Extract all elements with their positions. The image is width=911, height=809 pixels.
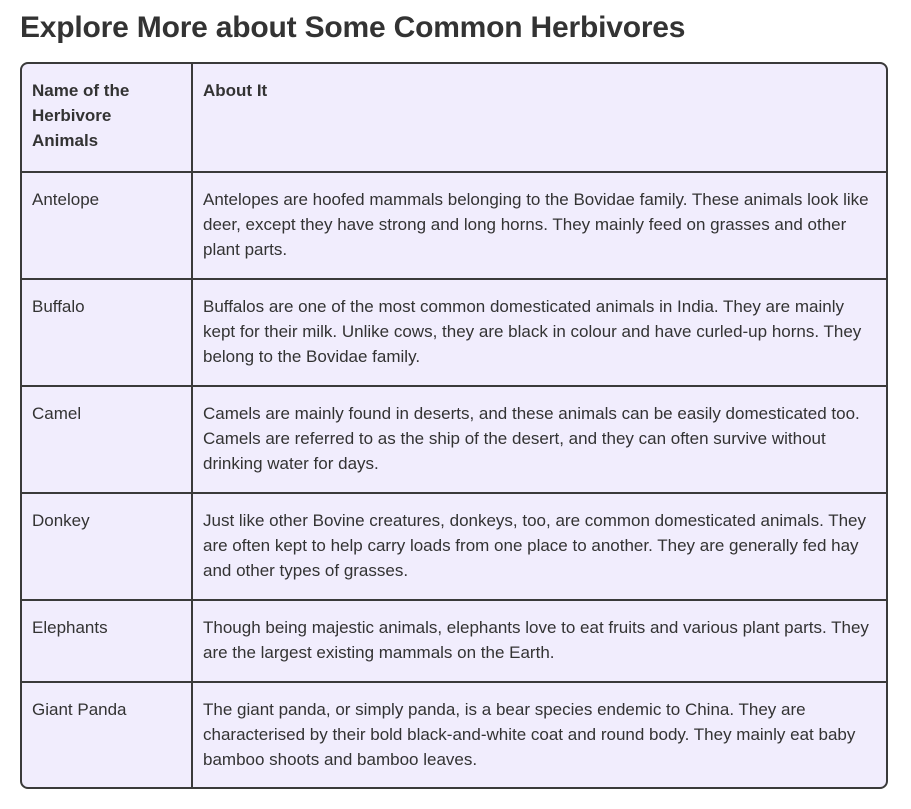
herbivores-table: Name of the Herbivore Animals About It A…: [22, 64, 886, 787]
herbivores-table-container: Name of the Herbivore Animals About It A…: [20, 62, 888, 789]
table-row: Donkey Just like other Bovine creatures,…: [22, 493, 886, 601]
header-about: About It: [192, 64, 886, 173]
table-row: Elephants Though being majestic animals,…: [22, 600, 886, 683]
animal-about-cell: Buffalos are one of the most common dome…: [192, 279, 886, 387]
animal-about-cell: The giant panda, or simply panda, is a b…: [203, 700, 856, 769]
animal-about-cell: Antelopes are hoofed mammals belonging t…: [192, 172, 886, 280]
animal-name-cell: Antelope: [22, 172, 193, 280]
animal-about-cell: Just like other Bovine creatures, donkey…: [192, 493, 886, 601]
table-header-row: Name of the Herbivore Animals About It: [22, 64, 886, 173]
page-title: Explore More about Some Common Herbivore…: [20, 11, 686, 44]
table-row: Buffalo Buffalos are one of the most com…: [22, 279, 886, 387]
header-name: Name of the Herbivore Animals: [22, 64, 193, 173]
table-row: Antelope Antelopes are hoofed mammals be…: [22, 172, 886, 280]
animal-name-cell: Giant Panda: [22, 682, 193, 787]
animal-about-cell: Though being majestic animals, elephants…: [192, 600, 886, 683]
animal-about-cell: Camels are mainly found in deserts, and …: [192, 386, 886, 494]
animal-name-cell: Elephants: [22, 600, 193, 683]
table-row: Giant Panda The giant panda, or simply p…: [22, 682, 886, 787]
animal-name-cell: Buffalo: [22, 279, 193, 387]
animal-name-cell: Camel: [22, 386, 193, 494]
table-row: Camel Camels are mainly found in deserts…: [22, 386, 886, 494]
animal-name-cell: Donkey: [22, 493, 193, 601]
